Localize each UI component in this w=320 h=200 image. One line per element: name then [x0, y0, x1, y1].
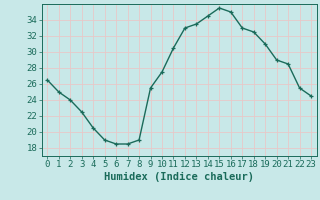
- X-axis label: Humidex (Indice chaleur): Humidex (Indice chaleur): [104, 172, 254, 182]
